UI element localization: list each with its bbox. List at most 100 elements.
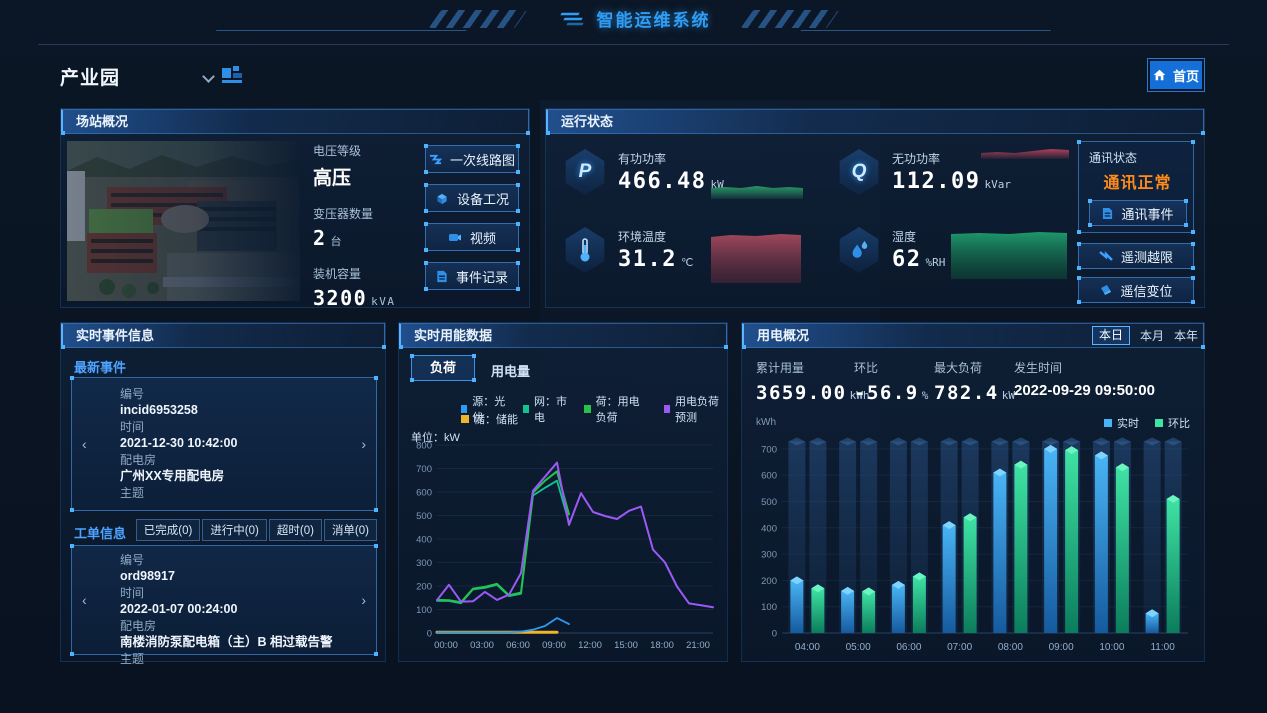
temperature-sparkline <box>711 234 801 283</box>
panel-title-station: 场站概况 <box>61 109 530 135</box>
svg-text:00:00: 00:00 <box>434 640 458 651</box>
app-logo-icon <box>559 12 584 25</box>
workorder-section-title: 工单信息 <box>74 526 127 541</box>
line-diagram-icon <box>429 154 442 164</box>
active-power-icon: P <box>565 149 605 195</box>
corner-dot <box>410 354 414 358</box>
svg-text:700: 700 <box>761 444 777 455</box>
corner-dot <box>1088 223 1092 227</box>
svg-text:18:00: 18:00 <box>650 640 674 651</box>
corner-dot <box>374 652 378 656</box>
latest-event-card: ‹ › 编号 incid6953258 时间 2021-12-30 10:42:… <box>70 376 378 512</box>
stat-label: 装机容量 <box>313 267 362 281</box>
carousel-next-icon[interactable]: › <box>361 436 366 452</box>
stat-label: 电压等级 <box>313 144 362 158</box>
tab-consumption[interactable]: 用电量 <box>491 364 531 379</box>
station-photo <box>67 141 300 301</box>
active-power-sparkline <box>711 186 803 199</box>
equipment-status-button[interactable]: 设备工况 <box>424 183 520 213</box>
site-name: 产业园 <box>60 68 121 89</box>
panel-station-overview: 场站概况 <box>60 108 530 310</box>
metric-reactive-power: Q 无功功率 112.09 kVar <box>838 149 1011 195</box>
corner-dot <box>1088 199 1092 203</box>
svg-text:300: 300 <box>761 550 777 561</box>
line-legend-row2: 储：储能 <box>461 411 518 427</box>
carousel-next-icon[interactable]: › <box>361 592 366 608</box>
panel-title-status: 运行状态 <box>546 109 1205 135</box>
legend-storage: 储：储能 <box>461 411 518 427</box>
corner-dot <box>70 376 74 380</box>
svg-text:800: 800 <box>416 441 432 452</box>
page-title: 智能运维系统 <box>596 11 711 30</box>
corner-dot <box>1077 242 1081 246</box>
corner-dot <box>374 544 378 548</box>
svg-text:200: 200 <box>761 576 777 587</box>
comm-events-button[interactable]: 通讯事件 <box>1088 199 1188 227</box>
station-buttons: 一次线路图 设备工况 视频 事件记录 <box>424 144 520 291</box>
tab-today[interactable]: 本日 <box>1091 326 1130 345</box>
carousel-prev-icon[interactable]: ‹ <box>82 436 87 452</box>
svg-text:100: 100 <box>416 605 432 616</box>
svg-text:04:00: 04:00 <box>795 642 820 653</box>
legend-grid: 网：市电 <box>522 393 569 425</box>
svg-text:500: 500 <box>761 497 777 508</box>
corner-dot <box>1191 140 1195 144</box>
chevron-down-icon[interactable] <box>202 70 215 83</box>
corner-dot <box>424 287 428 291</box>
corner-dot <box>1184 223 1188 227</box>
bar-legend: 实时 环比 <box>1104 415 1190 431</box>
header-hatch-left-icon <box>428 9 527 28</box>
corner-dot <box>424 209 428 213</box>
svg-text:700: 700 <box>416 464 432 475</box>
svg-text:06:00: 06:00 <box>896 642 921 653</box>
corner-dot <box>374 376 378 380</box>
event-record-button[interactable]: 事件记录 <box>424 261 520 291</box>
corner-dot <box>516 170 520 174</box>
header-divider <box>38 44 1229 45</box>
station-grid-icon[interactable] <box>222 66 242 84</box>
tab-year[interactable]: 本年 <box>1173 329 1198 343</box>
home-button[interactable]: 首页 <box>1147 58 1205 92</box>
corner-dot <box>1191 300 1195 304</box>
usage-stat-time: 发生时间 2022-09-29 09:50:00 <box>1014 361 1155 399</box>
svg-text:06:00: 06:00 <box>506 640 530 651</box>
corner-dot <box>424 222 428 226</box>
corner-dot <box>1077 230 1081 234</box>
tab-cancelled[interactable]: 消单(0) <box>323 519 377 541</box>
droplet-icon <box>839 227 879 273</box>
legend-pv: 源：光伏 <box>461 393 507 425</box>
primary-line-diagram-button[interactable]: 一次线路图 <box>424 144 520 174</box>
signal-change-button[interactable]: 遥信变位 <box>1077 276 1195 304</box>
tab-month[interactable]: 本月 <box>1139 329 1164 343</box>
tab-completed[interactable]: 已完成(0) <box>135 519 201 541</box>
bar-axis-label: kWh <box>756 417 776 428</box>
tab-load[interactable]: 负荷 <box>410 354 476 382</box>
svg-text:0: 0 <box>427 629 432 640</box>
load-line-chart: 0 100 200 300 400 500 600 700 800 00:00 03:00 06:00… <box>416 441 714 651</box>
telemetry-limit-button[interactable]: 遥测越限 <box>1077 242 1195 270</box>
legend-load: 荷：用电负荷 <box>584 393 647 425</box>
usage-stat-total: 累计用量 3659.00 kWh <box>756 361 870 404</box>
home-icon <box>1153 69 1166 81</box>
video-button[interactable]: 视频 <box>424 222 520 252</box>
equipment-icon <box>437 193 447 204</box>
metric-temperature: 环境温度 31.2 ℃ <box>564 227 693 273</box>
svg-text:15:00: 15:00 <box>614 640 638 651</box>
svg-text:400: 400 <box>416 535 432 546</box>
carousel-prev-icon[interactable]: ‹ <box>82 592 87 608</box>
humidity-sparkline <box>951 232 1067 279</box>
corner-dot <box>1191 276 1195 280</box>
corner-dot <box>1191 230 1195 234</box>
tab-in-progress[interactable]: 进行中(0) <box>202 519 267 541</box>
usage-stat-maxload: 最大负荷 782.4 kW <box>934 361 1015 404</box>
corner-dot <box>516 287 520 291</box>
usage-stat-mom: 环比 -56.9% <box>854 361 929 404</box>
home-label: 首页 <box>1172 68 1199 84</box>
tab-overtime[interactable]: 超时(0) <box>268 519 322 541</box>
svg-text:400: 400 <box>761 523 777 534</box>
usage-tabs: 本日 本月 本年 <box>1091 326 1198 345</box>
telemetry-icon <box>1099 251 1113 261</box>
svg-text:03:00: 03:00 <box>470 640 494 651</box>
